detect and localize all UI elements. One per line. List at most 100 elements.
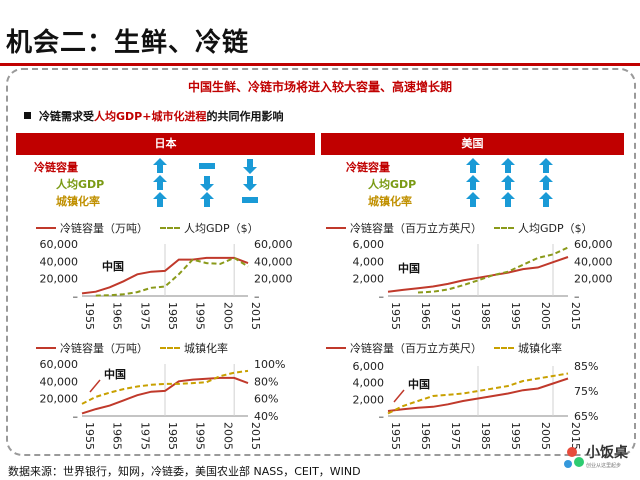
jp-arrow-flat-icon: [199, 163, 215, 169]
us_top-right-tick-label: 20,000: [574, 273, 613, 286]
jp_bottom-right-tick-label: 40%: [254, 410, 278, 423]
panel-title-japan: 日本: [16, 133, 315, 155]
logo-icon: [564, 447, 584, 468]
us-arrow-up-icon: [539, 192, 553, 207]
jp_top-x-tick-label: 1975: [138, 302, 151, 330]
jp-arrow-down-icon: [243, 176, 257, 191]
legend-label-primary: 冷链容量（百万立方英尺）: [350, 342, 482, 355]
us_top-x-tick-label: 1995: [509, 302, 522, 330]
jp_top-x-tick-label: 1995: [194, 302, 207, 330]
us-indicator-urban: 城镇化率: [368, 195, 412, 208]
bullet-square-icon: [24, 112, 31, 119]
jp_top-right-tick-label: 60,000: [254, 238, 293, 251]
content-frame: [6, 68, 636, 456]
jp_top-left-tick-label: 40,000: [40, 255, 79, 268]
jp_top-right-tick-label: –: [254, 290, 260, 303]
jp_bottom-x-tick-label: 2015: [249, 422, 262, 450]
jp_bottom-x-tick-label: 1985: [166, 422, 179, 450]
us_bottom-annotation-arrow-icon: [393, 389, 405, 403]
jp_bottom-right-tick-label: 60%: [254, 393, 278, 406]
us-arrow-up-icon: [466, 158, 480, 173]
us_top-right-tick-label: –: [574, 290, 580, 303]
jp_top-left-tick-label: –: [73, 290, 79, 303]
us_top-left-tick-label: 2,000: [353, 273, 385, 286]
us-arrow-up-icon: [501, 175, 515, 190]
us_top-x-tick-label: 2005: [539, 302, 552, 330]
legend-solid-line-icon: [36, 227, 56, 229]
jp_top-x-tick-label: 2005: [221, 302, 234, 330]
us_top-x-tick-label: 1985: [479, 302, 492, 330]
jp_top-series-secondary: [95, 256, 249, 297]
us_top-series-secondary: [417, 246, 569, 294]
legend-label-secondary: 城镇化率: [518, 342, 562, 355]
us_bottom-left-tick-label: 4,000: [353, 377, 385, 390]
us-indicator-capacity: 冷链容量: [346, 161, 390, 174]
us_bottom-series-secondary: [387, 372, 569, 415]
subhead-post: 的共同作用影响: [206, 110, 284, 123]
us_bottom-right-tick-label: 65%: [574, 410, 598, 423]
jp_bottom-left-tick-label: –: [73, 410, 79, 423]
headline: 中国生鲜、冷链市场将进入较大容量、高速增长期: [187, 80, 452, 94]
us_bottom-right-tick-label: 75%: [574, 385, 598, 398]
legend-jp-bottom: 冷链容量（万吨） 城镇化率: [36, 340, 228, 356]
us_top-right-tick-label: 40,000: [574, 255, 613, 268]
subhead: 冷链需求受人均GDP+城市化进程的共同作用影响: [24, 108, 283, 124]
legend-label-primary: 冷链容量（万吨）: [60, 342, 148, 355]
us-arrow-up-icon: [466, 192, 480, 207]
legend-us-bottom: 冷链容量（百万立方英尺） 城镇化率: [326, 340, 562, 356]
jp_bottom-right-tick-label: 80%: [254, 375, 278, 388]
us-arrow-up-icon: [539, 175, 553, 190]
jp_bottom-x-tick-label: 1975: [138, 422, 151, 450]
us_bottom-x-tick-label: 2005: [539, 422, 552, 450]
us-arrow-up-icon: [501, 158, 515, 173]
jp-indicator-gdp: 人均GDP: [56, 178, 105, 191]
us_bottom-left-tick-label: –: [379, 410, 385, 423]
legend-label-secondary: 城镇化率: [184, 342, 228, 355]
legend-us-top: 冷链容量（百万立方英尺） 人均GDP（$）: [326, 220, 593, 236]
jp_top-x-tick-label: 1955: [83, 302, 96, 330]
jp_bottom-x-tick-label: 1955: [83, 422, 96, 450]
subhead-pre: 冷链需求受: [39, 110, 94, 123]
jp_top-x-tick-label: 1965: [111, 302, 124, 330]
jp_bottom-annotation: 中国: [104, 367, 126, 381]
legend-solid-line-icon: [326, 347, 346, 349]
jp-arrow-up-icon: [200, 192, 214, 207]
panel-title-usa: 美国: [321, 133, 624, 155]
us_bottom-series-capacity: [387, 377, 569, 412]
jp_bottom-x-tick-label: 1965: [111, 422, 124, 450]
us_top-x-tick-label: 1975: [449, 302, 462, 330]
jp_top-x-tick-label: 2015: [249, 302, 262, 330]
us_bottom-left-tick-label: 6,000: [353, 360, 385, 373]
us_top-left-tick-label: –: [379, 290, 385, 303]
us_bottom-x-tick-label: 2015: [569, 422, 582, 450]
jp_bottom-left-tick-label: 20,000: [40, 393, 79, 406]
jp_bottom-left-tick-label: 60,000: [40, 358, 79, 371]
us_top-annotation: 中国: [398, 261, 420, 275]
legend-solid-line-icon: [36, 347, 56, 349]
legend-label-secondary: 人均GDP（$）: [518, 222, 593, 235]
us_top-left-tick-label: 4,000: [353, 255, 385, 268]
us_bottom-x-tick-label: 1965: [419, 422, 432, 450]
jp_bottom-right-tick-label: 100%: [254, 358, 285, 371]
us-arrow-up-icon: [539, 158, 553, 173]
us_top-left-tick-label: 6,000: [353, 238, 385, 251]
us_bottom-right-tick-label: 85%: [574, 360, 598, 373]
us_top-x-tick-label: 2015: [569, 302, 582, 330]
legend-label-secondary: 人均GDP（$）: [184, 222, 259, 235]
jp_bottom-annotation-arrow-icon: [89, 379, 101, 393]
title-rule: [0, 63, 640, 66]
us-arrow-up-icon: [501, 192, 515, 207]
us_bottom-annotation: 中国: [408, 377, 430, 391]
subhead-highlight: 人均GDP+城市化进程: [94, 110, 207, 123]
jp-arrow-down-icon: [243, 159, 257, 174]
legend-jp-top: 冷链容量（万吨） 人均GDP（$）: [36, 220, 259, 236]
us_bottom-x-tick-label: 1975: [449, 422, 462, 450]
jp_top-right-tick-label: 20,000: [254, 273, 293, 286]
us-indicator-gdp: 人均GDP: [368, 178, 417, 191]
legend-solid-line-icon: [326, 227, 346, 229]
source-note: 数据来源：世界银行，知网，冷链委，美国农业部 NASS，CEIT，WIND: [8, 465, 361, 478]
jp-arrow-up-icon: [153, 192, 167, 207]
legend-dashed-line-icon: [494, 227, 514, 229]
